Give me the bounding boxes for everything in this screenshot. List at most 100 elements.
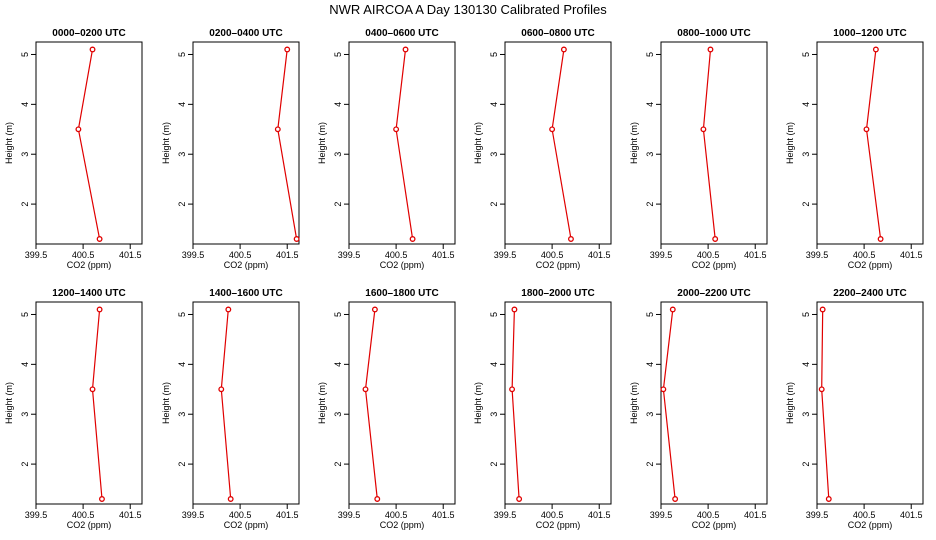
y-tick-label: 2 — [801, 202, 811, 207]
x-tick-label: 399.5 — [806, 510, 829, 520]
x-axis-label: CO2 (ppm) — [848, 260, 893, 270]
y-tick-label: 5 — [20, 312, 30, 317]
profile-point — [509, 386, 516, 393]
x-tick-label: 400.5 — [853, 510, 876, 520]
y-tick-label: 3 — [489, 152, 499, 157]
x-tick-label: 399.5 — [338, 250, 361, 260]
y-tick-label: 3 — [645, 412, 655, 417]
x-tick-label: 401.5 — [432, 510, 455, 520]
x-tick-label: 399.5 — [25, 250, 48, 260]
plot-frame — [816, 41, 924, 245]
x-tick-label: 401.5 — [744, 510, 767, 520]
x-tick-label: 400.5 — [853, 250, 876, 260]
profile-line — [662, 309, 676, 500]
x-axis-label: CO2 (ppm) — [224, 520, 269, 530]
panel-title: 0600–0800 UTC — [521, 28, 594, 39]
profile-point — [516, 496, 523, 502]
y-tick-label: 4 — [489, 362, 499, 367]
y-axis-label: Height (m) — [161, 382, 171, 424]
plot-frame — [816, 301, 924, 505]
plot-frame — [660, 301, 768, 505]
chart-panel: 2000–2200 UTC 399.5 400.5 401.5 2 3 4 5 CO2 (ppm… — [629, 288, 768, 530]
y-tick-label: 5 — [645, 52, 655, 57]
plot-frame — [660, 41, 768, 245]
profile-point — [672, 496, 679, 502]
panel-title: 1200–1400 UTC — [52, 288, 125, 299]
profile-point — [660, 386, 667, 393]
x-axis-label: CO2 (ppm) — [380, 260, 425, 270]
profile-point — [707, 46, 714, 53]
y-tick-label: 5 — [801, 312, 811, 317]
y-axis-label: Height (m) — [4, 382, 14, 424]
profile-point — [371, 306, 378, 313]
plot-frame — [348, 301, 456, 505]
plot-frame — [192, 41, 300, 245]
x-tick-label: 400.5 — [541, 510, 564, 520]
x-tick-label: 399.5 — [650, 250, 673, 260]
y-tick-label: 3 — [801, 412, 811, 417]
y-tick-label: 4 — [489, 102, 499, 107]
profile-point — [819, 306, 826, 313]
y-tick-label: 5 — [645, 312, 655, 317]
y-tick-label: 3 — [489, 412, 499, 417]
y-tick-label: 3 — [801, 152, 811, 157]
profile-line — [91, 309, 103, 500]
x-axis-label: CO2 (ppm) — [692, 260, 737, 270]
y-tick-label: 5 — [177, 52, 187, 57]
y-tick-label: 5 — [177, 312, 187, 317]
y-tick-label: 4 — [177, 362, 187, 367]
plot-frame — [348, 41, 456, 245]
profile-point — [227, 496, 234, 502]
x-tick-label: 400.5 — [697, 250, 720, 260]
profile-point — [89, 46, 96, 53]
figure-title: NWR AIRCOA A Day 130130 Calibrated Profi… — [329, 2, 607, 17]
y-axis-label: Height (m) — [785, 382, 795, 424]
y-tick-label: 2 — [645, 462, 655, 467]
x-tick-label: 399.5 — [806, 250, 829, 260]
x-tick-label: 399.5 — [494, 510, 517, 520]
x-tick-label: 400.5 — [385, 250, 408, 260]
profile-point — [96, 236, 103, 242]
y-tick-label: 4 — [801, 102, 811, 107]
profile-point — [75, 126, 82, 133]
x-axis-label: CO2 (ppm) — [224, 260, 269, 270]
profile-point — [99, 496, 105, 502]
panel-title: 0800–1000 UTC — [677, 28, 750, 39]
x-axis-label: CO2 (ppm) — [536, 260, 581, 270]
profile-line — [511, 309, 520, 500]
y-tick-label: 4 — [333, 102, 343, 107]
y-axis-label: Height (m) — [317, 122, 327, 164]
x-axis-label: CO2 (ppm) — [67, 260, 112, 270]
x-tick-label: 401.5 — [588, 510, 611, 520]
x-tick-label: 399.5 — [650, 510, 673, 520]
chart-panel: 0400–0600 UTC 399.5 400.5 401.5 2 3 4 5 CO2 (ppm… — [317, 28, 456, 270]
profile-point — [825, 496, 832, 502]
profile-point — [293, 236, 300, 242]
x-tick-label: 401.5 — [432, 250, 455, 260]
profile-line — [865, 49, 882, 240]
y-tick-label: 5 — [20, 52, 30, 57]
profile-line — [220, 309, 232, 500]
profile-point — [872, 46, 879, 53]
x-tick-label: 400.5 — [229, 510, 252, 520]
profile-line — [77, 49, 101, 240]
y-axis-label: Height (m) — [317, 382, 327, 424]
profile-point — [374, 496, 381, 502]
y-tick-label: 2 — [645, 202, 655, 207]
x-axis-label: CO2 (ppm) — [380, 520, 425, 530]
plot-frame — [35, 301, 143, 505]
x-tick-label: 399.5 — [182, 250, 205, 260]
profile-point — [511, 306, 518, 313]
profile-point — [225, 306, 232, 313]
x-tick-label: 400.5 — [385, 510, 408, 520]
y-tick-label: 2 — [333, 202, 343, 207]
x-tick-label: 399.5 — [25, 510, 48, 520]
plot-frame — [504, 301, 612, 505]
panel-title: 1400–1600 UTC — [209, 288, 282, 299]
y-tick-label: 4 — [333, 362, 343, 367]
profile-line — [277, 49, 298, 240]
chart-panel: 2200–2400 UTC 399.5 400.5 401.5 2 3 4 5 CO2 (ppm… — [785, 288, 924, 530]
x-tick-label: 401.5 — [119, 250, 142, 260]
profile-point — [96, 306, 103, 313]
x-tick-label: 400.5 — [72, 250, 95, 260]
